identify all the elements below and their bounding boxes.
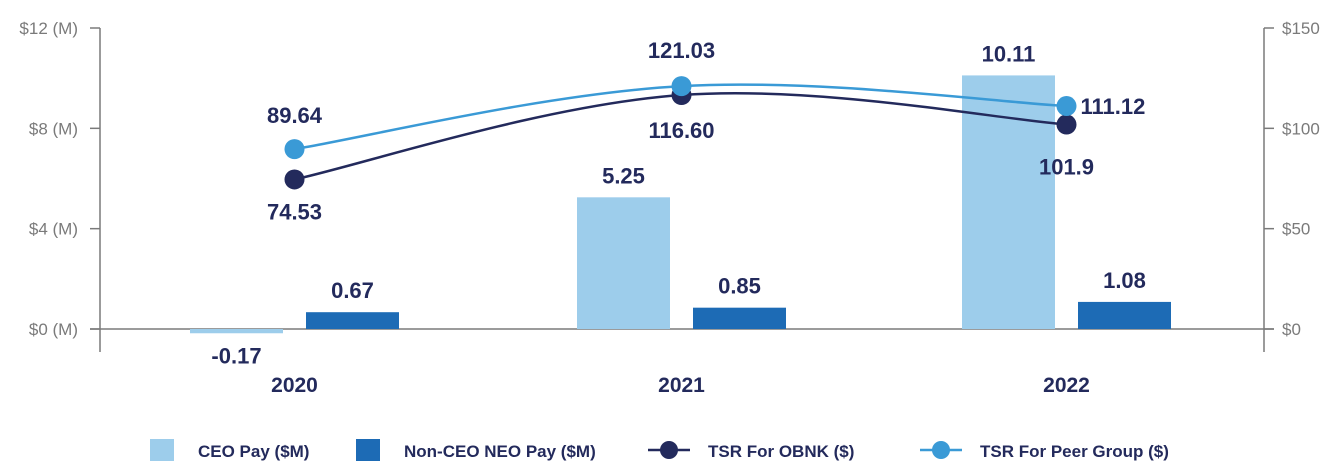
bar-ceo-pay: [577, 197, 670, 329]
right-tick-label: $50: [1282, 220, 1310, 239]
legend-label: Non-CEO NEO Pay ($M): [404, 442, 596, 461]
line-data-label: 101.9: [1039, 155, 1094, 180]
right-tick-label: $100: [1282, 119, 1320, 138]
legend: CEO Pay ($M) Non-CEO NEO Pay ($M) TSR For …: [150, 439, 1169, 461]
left-tick-label: $0 (M): [29, 320, 78, 339]
legend-label: TSR For OBNK ($): [708, 442, 854, 461]
bar-non-ceo-neo-pay: [693, 307, 786, 329]
bar-data-label: 0.85: [718, 274, 761, 299]
bar-data-label: 0.67: [331, 278, 374, 303]
line-point: [1056, 96, 1077, 117]
legend-swatch: [356, 439, 380, 461]
legend-label: CEO Pay ($M): [198, 442, 309, 461]
bar-data-label: -0.17: [211, 343, 261, 368]
right-tick-label: $150: [1282, 19, 1320, 38]
line-data-label: 89.64: [267, 103, 323, 128]
line-data-label: 116.60: [648, 118, 714, 143]
bars: [190, 75, 1171, 334]
lines: [284, 76, 1077, 190]
line-point: [284, 169, 305, 190]
bar-ceo-pay: [190, 329, 283, 334]
category-label: 2021: [658, 374, 705, 397]
data-labels: -0.17 5.25 10.11 0.67 0.85 1.08 74.53 116.60 101…: [211, 38, 1145, 368]
left-tick-label: $4 (M): [29, 220, 78, 239]
bar-non-ceo-neo-pay: [306, 312, 399, 329]
bar-non-ceo-neo-pay: [1078, 301, 1171, 329]
line-data-label: 74.53: [267, 199, 322, 224]
line-data-label: 111.12: [1081, 94, 1146, 119]
legend-swatch-marker: [932, 441, 950, 459]
legend-label: TSR For Peer Group ($): [980, 442, 1169, 461]
category-label: 2020: [271, 374, 318, 397]
bar-data-label: 5.25: [602, 163, 645, 188]
legend-swatch: [150, 439, 174, 461]
line-data-label: 121.03: [648, 38, 715, 63]
category-label: 2022: [1043, 374, 1090, 397]
left-tick-label: $8 (M): [29, 119, 78, 138]
line-point: [671, 76, 692, 97]
line-point: [284, 139, 305, 160]
axes: $0 (M) $4 (M) $8 (M) $12 (M) $0 $50 $100 $150 20…: [19, 19, 1319, 397]
legend-swatch-marker: [660, 441, 678, 459]
bar-data-label: 1.08: [1103, 268, 1146, 293]
line-point: [1056, 114, 1077, 135]
right-tick-label: $0: [1282, 320, 1301, 339]
left-tick-label: $12 (M): [19, 19, 78, 38]
bar-data-label: 10.11: [982, 41, 1036, 66]
